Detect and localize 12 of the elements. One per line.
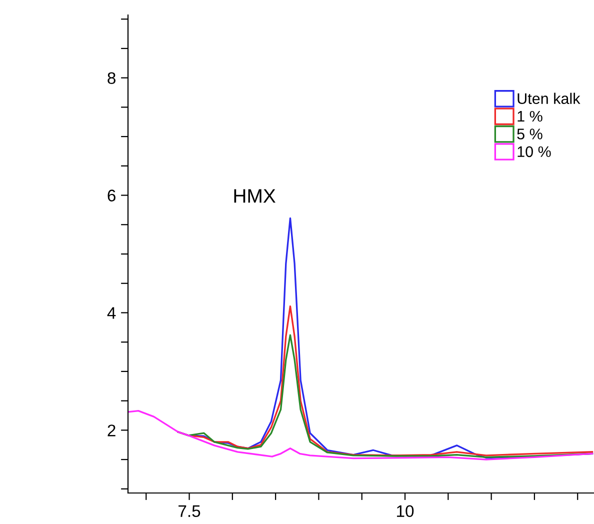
legend-label: Uten kalk: [518, 92, 580, 104]
y-tick-label: 2: [108, 424, 116, 436]
legend-label: 1 %: [518, 110, 542, 122]
line-series: [128, 410, 594, 460]
legend-label: 5 %: [517, 128, 542, 140]
x-tick-label: 10: [397, 505, 414, 518]
annotation: HMX: [234, 189, 276, 203]
y-tick-label: 4: [107, 307, 116, 319]
y-tick-label: 8: [108, 72, 116, 84]
y-tick-label: 6: [108, 190, 116, 202]
legend-label: 10 %: [518, 146, 551, 158]
x-tick-label: 7.5: [178, 505, 200, 518]
